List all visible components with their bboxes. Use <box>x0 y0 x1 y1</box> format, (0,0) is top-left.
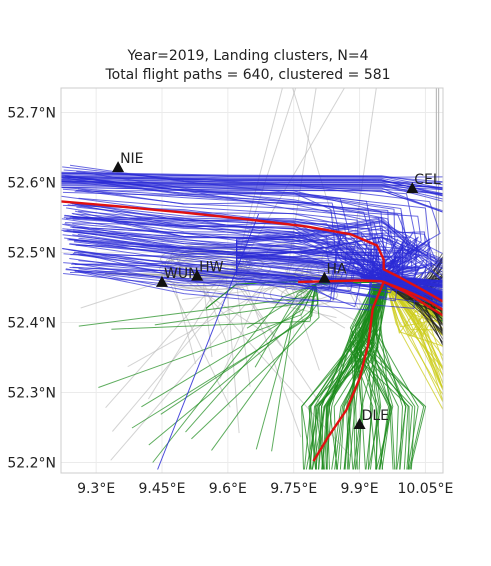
west-cluster-path <box>62 204 443 287</box>
x-tick-label: 9.75°E <box>270 481 317 497</box>
west-cluster-path <box>236 222 443 280</box>
west-cluster-path <box>61 186 443 212</box>
west-cluster-path <box>236 236 443 280</box>
west-cluster-path <box>61 173 443 178</box>
y-tick-label: 52.6°N <box>7 176 56 192</box>
unclustered-path <box>173 281 197 365</box>
y-tick-label: 52.5°N <box>7 246 56 262</box>
x-tick-label: 9.45°E <box>138 481 185 497</box>
unclustered-path <box>159 246 248 273</box>
x-tick-label: 9.3°E <box>77 481 115 497</box>
west-cluster-path <box>61 184 443 213</box>
station-marker <box>353 418 366 429</box>
west-cluster-path <box>69 241 443 294</box>
unclustered-path <box>110 283 264 461</box>
station-label: HW <box>199 260 224 276</box>
station-marker <box>318 271 331 283</box>
station-label: CEL <box>414 172 441 188</box>
west-cluster-path <box>236 217 443 280</box>
x-tick-label: 9.9°E <box>341 481 379 497</box>
y-tick-label: 52.4°N <box>7 316 56 332</box>
station-marker <box>112 161 125 173</box>
station-marker <box>155 275 168 287</box>
unclustered-path <box>243 278 302 438</box>
unclustered-path <box>199 272 227 342</box>
x-tick-label: 9.6°E <box>209 481 247 497</box>
west-cluster-path <box>61 171 443 186</box>
y-tick-label: 52.7°N <box>7 106 56 122</box>
chart-title-line-1: Year=2019, Landing clusters, N=4 <box>126 48 368 64</box>
unclustered-path <box>170 284 231 408</box>
station-label: WUN <box>164 266 199 282</box>
x-tick-label: 10.05°E <box>397 481 453 497</box>
station-label: NIE <box>120 151 143 167</box>
station-marker <box>191 269 204 281</box>
chart-title-line-2: Total flight paths = 640, clustered = 58… <box>104 67 390 83</box>
station-label: DLE <box>362 408 389 424</box>
unclustered-path <box>112 261 256 432</box>
cluster-centroids <box>61 200 443 462</box>
unclustered-path <box>241 285 324 409</box>
station-label: HA <box>326 262 347 278</box>
west-cluster-path <box>61 174 443 302</box>
centroid-path-west <box>61 200 443 303</box>
y-tick-label: 52.3°N <box>7 386 56 402</box>
tick-labels: 9.3°E 9.45°E 9.6°E 9.75°E 9.9°E 10.05°E 52.2°N… <box>7 106 453 498</box>
west-cluster-path <box>65 259 443 306</box>
station-marker <box>406 182 419 194</box>
plot-frame <box>60 87 444 474</box>
unclustered-path <box>225 278 240 434</box>
unclustered-path <box>147 274 227 400</box>
unclustered-path <box>188 274 352 457</box>
west-cluster-path <box>72 213 443 285</box>
y-tick-label: 52.2°N <box>7 456 56 472</box>
unclustered-path <box>159 255 243 282</box>
station-markers: NIE CEL WUN HW HA DLE <box>112 151 441 429</box>
unclustered-path <box>234 267 251 387</box>
centroid-path-east <box>298 279 443 311</box>
west-cluster-path <box>236 236 443 280</box>
west-cluster-path <box>157 213 260 470</box>
